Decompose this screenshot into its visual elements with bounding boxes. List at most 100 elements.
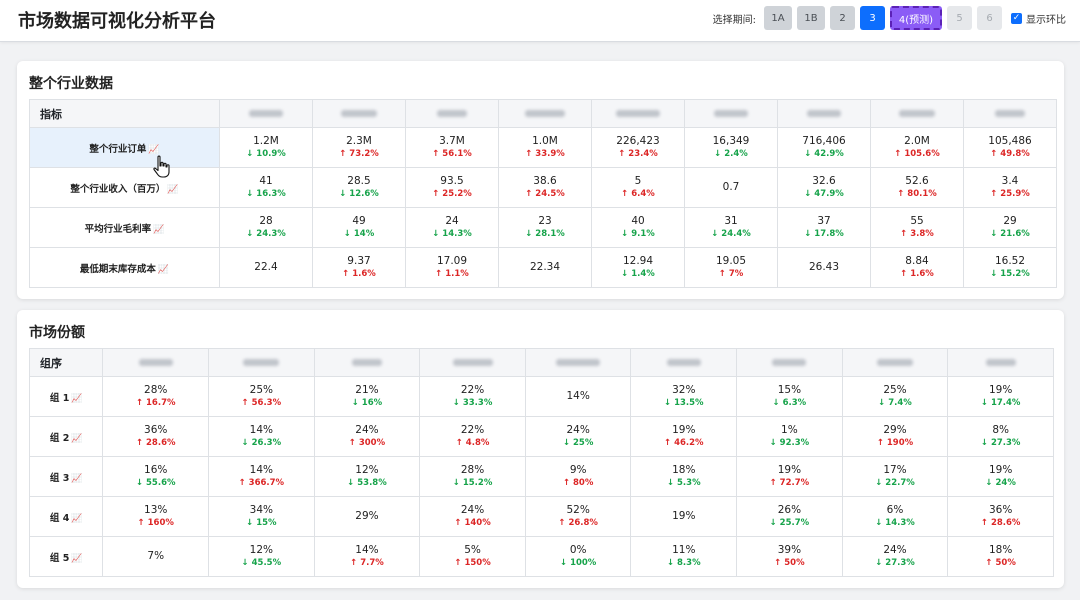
period-button-5: 5 [947,6,972,30]
cell-value: 19.05 [715,255,747,267]
cell-value: 36% [144,424,168,436]
cell-change: ↑ 150% [454,558,491,568]
period-button-2[interactable]: 2 [830,6,855,30]
industry-card-title: 整个行业数据 [29,76,113,92]
data-cell: 1.2M ↓ 10.9% [219,127,313,168]
period-button-3[interactable]: 3 [860,6,885,30]
cell-change: ↓ 13.5% [663,398,704,408]
period-button-4-forecast[interactable]: 4(预测) [890,6,942,30]
trend-chart-icon[interactable]: 📈 [71,393,83,404]
cell-value: 5% [464,544,481,556]
row-label[interactable]: 组 4 📈 [28,496,104,537]
cell-value: 26% [777,504,802,516]
cell-change: ↑ 72.7% [769,478,810,488]
trend-chart-icon[interactable]: 📈 [157,264,170,275]
cell-change: ↑ 50% [774,558,805,568]
data-cell: 24% ↑ 140% [419,496,526,537]
cell-value: 12% [249,544,273,556]
cell-change: ↑ 46.2% [663,438,704,448]
cell-value: 26.43 [808,261,840,273]
trend-chart-icon[interactable]: 📈 [71,473,83,484]
cell-value: 41 [259,175,273,187]
column-header-redacted [219,99,313,128]
cell-change: ↓ 15.2% [990,269,1030,279]
cell-value: 18% [988,544,1013,556]
data-cell: 93.5 ↑ 25.2% [405,167,499,208]
data-cell: 8% ↓ 27.3% [947,416,1054,457]
row-label[interactable]: 平均行业毛利率 📈 [29,207,220,248]
row-label[interactable]: 最低期末库存成本 📈 [29,247,220,288]
column-header-redacted [313,348,421,377]
cell-change: ↓ 7.4% [878,398,912,408]
data-cell: 18% ↓ 5.3% [630,456,738,497]
hand-pointer-icon [153,155,170,178]
row-label[interactable]: 组 3 📈 [28,456,104,497]
trend-chart-icon[interactable]: 📈 [71,513,83,524]
row-label[interactable]: 组 5 📈 [28,536,104,577]
row-label[interactable]: 整个行业订单 📈 [29,127,220,168]
cell-value: 12% [355,464,379,476]
trend-chart-icon[interactable]: 📈 [153,224,165,235]
cell-change: ↑ 6.4% [621,189,655,199]
cell-value: 24% [883,544,907,556]
period-button-1a[interactable]: 1A [764,6,792,30]
data-cell: 31 ↓ 24.4% [684,207,778,248]
cell-change: ↑ 3.8% [900,229,934,239]
data-cell: 12% ↓ 45.5% [208,536,315,577]
cell-value: 28% [460,464,485,476]
row-label-text: 组 1 [49,392,70,404]
trend-chart-icon[interactable]: 📈 [71,433,83,444]
data-cell: 37 ↓ 17.8% [777,207,871,248]
cell-change: ↓ 25% [562,438,594,448]
industry-data-card: 整个行业数据 指标 整个行业订单 📈 1.2M ↓ 10.9% 2.3M ↑ 73.2% 3… [17,61,1064,299]
market-share-table: 组序 组 1 📈 28% ↑ 16.7% 25% ↑ 56.3% 21% ↓ 16% 22% ↓ … [28,348,1054,577]
data-cell: 32.6 ↓ 47.9% [777,167,871,208]
trend-chart-icon[interactable]: 📈 [148,144,160,155]
cell-value: 21% [355,384,379,396]
cell-value: 19% [672,510,696,522]
column-header-redacted [841,348,949,377]
checkbox-checked-icon[interactable]: ✓ [1011,12,1022,24]
data-cell: 12% ↓ 53.8% [313,456,421,497]
cell-value: 29 [1003,215,1017,227]
trend-chart-icon[interactable]: 📈 [71,553,83,564]
column-header-redacted [591,99,685,128]
row-label-text: 组 4 [49,512,70,524]
cell-value: 16.52 [994,255,1026,267]
data-cell: 25% ↓ 7.4% [841,376,949,417]
row-label[interactable]: 组 1 📈 [28,376,104,417]
period-button-1b[interactable]: 1B [797,6,825,30]
cell-value: 2.0M [904,135,930,147]
cell-value: 0% [569,544,587,556]
column-header-redacted [736,348,843,377]
cell-value: 93.5 [440,175,464,187]
row-label[interactable]: 整个行业收入（百万） 📈 [29,167,220,208]
data-cell: 13% ↑ 160% [102,496,210,537]
data-cell: 24% ↓ 27.3% [841,536,949,577]
cell-value: 0.7 [722,181,740,193]
cell-change: ↑ 28.6% [135,438,176,448]
mom-toggle[interactable]: ✓ 显示环比 [1011,11,1066,26]
industry-table: 指标 整个行业订单 📈 1.2M ↓ 10.9% 2.3M ↑ 73.2% 3.7M ↑ 56… [29,99,1057,288]
row-label[interactable]: 组 2 📈 [28,416,104,457]
cell-change: ↓ 16% [351,398,383,408]
cell-change: ↑ 49.8% [990,149,1030,159]
cell-value: 11% [672,544,696,556]
cell-value: 24% [566,424,590,436]
data-cell: 5 ↑ 6.4% [591,167,685,208]
cell-value: 226,423 [616,135,660,147]
data-cell: 16,349 ↓ 2.4% [684,127,778,168]
cell-value: 12.94 [622,255,654,267]
cell-change: ↓ 12.6% [339,189,379,199]
cell-change: ↓ 15.2% [452,478,493,488]
row-label-text: 整个行业订单 [89,143,147,155]
trend-chart-icon[interactable]: 📈 [167,184,179,195]
cell-value: 1.0M [532,135,558,147]
table-row: 平均行业毛利率 📈 28 ↓ 24.3% 49 ↓ 14% 24 ↓ 14.3% 23 ↓ 28.… [29,207,1057,248]
cell-value: 23 [538,215,552,227]
cell-value: 105,486 [988,135,1032,147]
data-cell: 23 ↓ 28.1% [498,207,592,248]
column-header-redacted [419,348,526,377]
cell-value: 14% [249,464,273,476]
top-bar: 市场数据可视化分析平台 选择期间: 1A 1B 2 3 4(预测) 5 6 ✓ … [0,0,1080,42]
